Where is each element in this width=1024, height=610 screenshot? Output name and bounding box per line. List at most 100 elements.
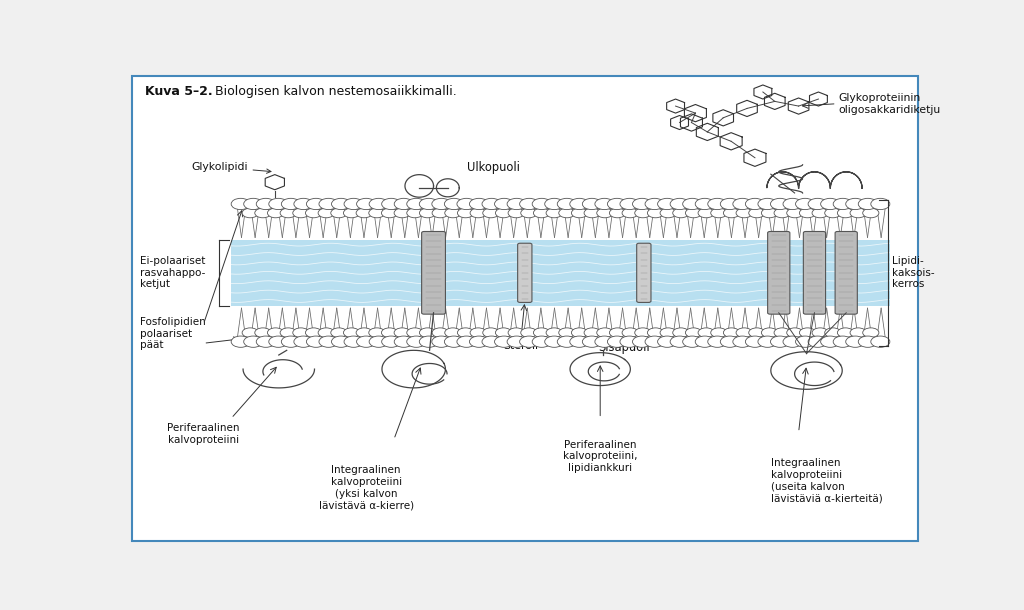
Circle shape	[783, 198, 802, 210]
Circle shape	[444, 328, 461, 337]
Circle shape	[850, 328, 866, 337]
Circle shape	[633, 198, 651, 210]
Circle shape	[584, 328, 600, 337]
Circle shape	[318, 208, 334, 218]
Circle shape	[685, 328, 701, 337]
Circle shape	[496, 328, 512, 337]
Text: Fosfolipidien
polaariset
päät: Fosfolipidien polaariset päät	[140, 317, 206, 351]
Circle shape	[331, 208, 347, 218]
Circle shape	[597, 208, 613, 218]
Circle shape	[571, 328, 588, 337]
Circle shape	[858, 198, 878, 210]
Circle shape	[783, 336, 802, 347]
Circle shape	[469, 336, 488, 347]
Circle shape	[432, 198, 451, 210]
Text: Steroli: Steroli	[504, 341, 539, 351]
Circle shape	[381, 328, 397, 337]
Circle shape	[622, 208, 638, 218]
Circle shape	[231, 198, 250, 210]
Circle shape	[546, 208, 562, 218]
Circle shape	[532, 336, 551, 347]
Circle shape	[660, 208, 676, 218]
Circle shape	[846, 336, 865, 347]
Circle shape	[534, 328, 550, 337]
Circle shape	[482, 328, 499, 337]
Circle shape	[482, 336, 501, 347]
Circle shape	[824, 208, 841, 218]
Circle shape	[569, 198, 589, 210]
Circle shape	[800, 328, 815, 337]
Circle shape	[733, 336, 752, 347]
Circle shape	[293, 328, 309, 337]
Circle shape	[242, 328, 258, 337]
Circle shape	[670, 336, 689, 347]
Circle shape	[808, 198, 827, 210]
Circle shape	[369, 198, 388, 210]
Circle shape	[282, 198, 300, 210]
Circle shape	[256, 336, 275, 347]
Circle shape	[356, 328, 373, 337]
FancyBboxPatch shape	[518, 243, 531, 303]
Circle shape	[306, 336, 326, 347]
Circle shape	[557, 198, 577, 210]
Circle shape	[838, 328, 854, 337]
Circle shape	[846, 198, 865, 210]
Circle shape	[242, 208, 258, 218]
Circle shape	[458, 328, 474, 337]
Circle shape	[758, 336, 777, 347]
Circle shape	[394, 336, 414, 347]
Circle shape	[645, 336, 665, 347]
Circle shape	[268, 336, 288, 347]
Circle shape	[597, 328, 613, 337]
Circle shape	[394, 198, 414, 210]
Circle shape	[382, 336, 400, 347]
Circle shape	[647, 208, 664, 218]
Circle shape	[482, 198, 501, 210]
Circle shape	[607, 336, 627, 347]
FancyBboxPatch shape	[231, 240, 890, 306]
Circle shape	[670, 198, 689, 210]
Circle shape	[332, 336, 350, 347]
Circle shape	[394, 328, 411, 337]
Circle shape	[521, 328, 537, 337]
Circle shape	[344, 336, 364, 347]
Circle shape	[745, 336, 765, 347]
Circle shape	[508, 208, 524, 218]
Circle shape	[683, 336, 701, 347]
Circle shape	[369, 208, 385, 218]
Circle shape	[708, 336, 727, 347]
Text: Glykolipidi: Glykolipidi	[191, 162, 271, 173]
Circle shape	[571, 208, 588, 218]
Circle shape	[620, 336, 639, 347]
Circle shape	[749, 328, 765, 337]
Circle shape	[723, 328, 739, 337]
Circle shape	[647, 328, 664, 337]
Circle shape	[758, 198, 777, 210]
Circle shape	[521, 208, 537, 218]
Circle shape	[545, 336, 564, 347]
Circle shape	[318, 198, 338, 210]
Circle shape	[870, 198, 890, 210]
Text: Ei-polaariset
rasvahappo-
ketjut: Ei-polaariset rasvahappo- ketjut	[140, 256, 205, 289]
Circle shape	[583, 198, 601, 210]
Circle shape	[344, 198, 364, 210]
Circle shape	[444, 208, 461, 218]
FancyBboxPatch shape	[804, 231, 825, 314]
Circle shape	[469, 198, 488, 210]
Circle shape	[381, 208, 397, 218]
Circle shape	[293, 208, 309, 218]
Circle shape	[774, 208, 791, 218]
Circle shape	[595, 336, 614, 347]
FancyBboxPatch shape	[132, 76, 918, 540]
Circle shape	[394, 208, 411, 218]
Circle shape	[808, 336, 827, 347]
Circle shape	[660, 328, 676, 337]
Circle shape	[318, 328, 334, 337]
Circle shape	[635, 328, 651, 337]
Circle shape	[559, 208, 574, 218]
Circle shape	[457, 198, 476, 210]
Circle shape	[695, 336, 715, 347]
Circle shape	[745, 198, 765, 210]
Circle shape	[720, 198, 739, 210]
Circle shape	[683, 198, 701, 210]
